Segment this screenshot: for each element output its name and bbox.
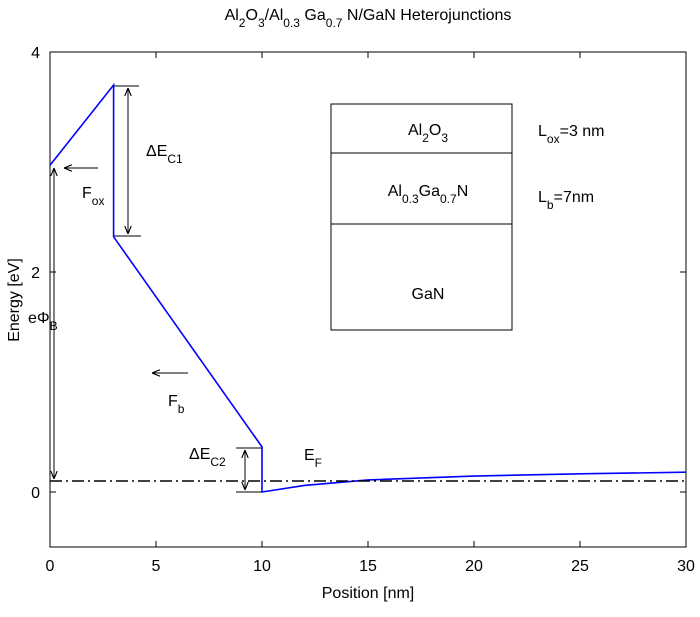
x-tick-label: 30 [677,558,695,575]
layer-label: Al2O3 [408,122,448,145]
text-segment: ΔE [146,143,167,160]
subscript: 0.7 [326,16,343,30]
subscript: 0.3 [402,192,419,206]
subscript: 3 [441,131,448,145]
text-segment: N/GaN Heterojunctions [342,7,511,24]
x-tick-label: 5 [152,558,161,575]
text-segment: Al [225,7,239,24]
subscript: B [50,319,58,333]
subscript: C1 [167,152,183,166]
x-tick-label: 25 [571,558,589,575]
text-segment: L [538,123,547,140]
y-tick-label: 0 [31,485,40,502]
subscript: b [547,198,554,212]
x-axis-label: Position [nm] [322,585,414,602]
x-tick-label: 0 [46,558,55,575]
text-segment: F [168,393,178,410]
subscript: 2 [422,131,429,145]
layer-label: GaN [412,286,445,303]
subscript: C2 [210,455,226,469]
subscript: 0.3 [283,16,300,30]
text-segment: E [304,447,315,464]
text-segment: eΦ [28,310,50,327]
text-segment: Al [388,183,402,200]
annotation: eΦB [28,310,58,333]
x-tick-label: 20 [465,558,483,575]
x-tick-label: 10 [253,558,271,575]
subscript: 0.7 [440,192,457,206]
annotation: Lb=7nm [538,189,594,212]
subscript: b [178,402,185,416]
text-segment: Al [408,122,422,139]
annotation: Lox=3 nm [538,123,605,146]
text-segment: GaN [412,286,445,303]
text-segment: O [429,122,441,139]
x-tick-label: 15 [359,558,377,575]
data-line [49,82,687,493]
text-segment: Ga [300,7,326,24]
text-segment: =3 nm [560,123,605,140]
annotation: Fox [82,185,104,208]
text-segment: ΔE [189,446,210,463]
annotation: EF [304,447,322,470]
subscript: 3 [258,16,265,30]
text-segment: F [82,185,92,202]
y-tick-label: 2 [31,265,40,282]
text-segment: /Al [265,7,284,24]
text-segment: N [457,183,469,200]
text-segment: Ga [419,183,440,200]
arrows [54,85,262,493]
annotation: ΔEC1 [146,143,183,166]
subscript: 2 [239,16,246,30]
layer-label: Al0.3Ga0.7N [388,183,469,206]
y-axis-label: Energy [eV] [6,258,23,342]
subscript: ox [92,194,105,208]
text-segment: O [245,7,257,24]
annotation: Fb [168,393,185,416]
layer-box-frame [330,103,513,331]
text-segment: =7nm [554,189,594,206]
text-segment: L [538,189,547,206]
y-tick-label: 4 [31,45,40,62]
chart-title: Al2O3/Al0.3 Ga0.7 N/GaN Heterojunctions [225,7,512,30]
annotation: ΔEC2 [189,446,226,469]
subscript: F [315,456,322,470]
subscript: ox [547,132,560,146]
layer-box [330,103,513,331]
